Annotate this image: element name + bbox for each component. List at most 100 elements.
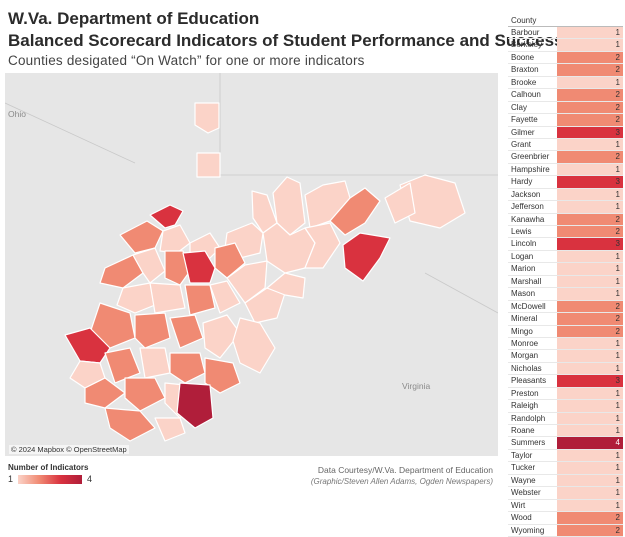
county-map[interactable]: Ohio Virginia © 2024 Mapbox © OpenStreet… [5, 73, 498, 456]
county-name: Nicholas [511, 363, 542, 373]
table-row[interactable]: Barbour 1 [508, 27, 623, 40]
table-row[interactable]: Webster 1 [508, 487, 623, 500]
indicator-count: 1 [615, 139, 620, 149]
indicator-count: 1 [615, 338, 620, 348]
county-name: Marion [511, 264, 536, 274]
table-row[interactable]: Lincoln 3 [508, 238, 623, 251]
value-cell [557, 462, 623, 474]
value-cell [557, 425, 623, 437]
table-row[interactable]: Lewis 2 [508, 226, 623, 239]
value-cell [557, 263, 623, 275]
value-cell [557, 375, 623, 387]
county-name: Randolph [511, 413, 546, 423]
county-name: Berkeley [511, 40, 543, 50]
county-name: Wayne [511, 475, 536, 485]
indicator-count: 1 [615, 426, 620, 435]
table-row[interactable]: Brooke 1 [508, 76, 623, 90]
table-row[interactable]: Monroe 1 [508, 337, 623, 351]
indicator-count: 2 [615, 152, 620, 162]
value-cell [557, 313, 623, 325]
indicator-count: 2 [615, 52, 620, 62]
table-row[interactable]: Grant 1 [508, 138, 623, 152]
value-cell [557, 64, 623, 76]
table-row[interactable]: Wyoming 2 [508, 524, 623, 537]
value-cell [557, 499, 623, 512]
table-row[interactable]: Hampshire 1 [508, 163, 623, 177]
graphic-credit: (Graphic/Steven Allen Adams, Ogden Newsp… [310, 477, 493, 486]
value-cell [557, 362, 623, 375]
legend-color-ramp [18, 475, 82, 484]
value-cell [557, 213, 623, 225]
indicator-count: 1 [615, 450, 620, 460]
county-name: Lincoln [511, 239, 537, 249]
table-row[interactable]: Raleigh 1 [508, 400, 623, 413]
table-row[interactable]: Preston 1 [508, 387, 623, 401]
indicator-count: 2 [615, 65, 620, 75]
county-map-svg [5, 73, 498, 442]
value-cell [557, 250, 623, 263]
county-table: County Barbour 1 Berkeley 1 Boone 2 Braxton 2 Br… [508, 16, 623, 537]
table-row[interactable]: Fayette 2 [508, 114, 623, 127]
indicator-count: 3 [615, 127, 620, 137]
value-cell [557, 76, 623, 89]
indicator-count: 2 [615, 314, 620, 324]
table-row[interactable]: Jackson 1 [508, 188, 623, 202]
table-row[interactable]: Mineral 2 [508, 313, 623, 326]
table-row[interactable]: Hardy 3 [508, 176, 623, 189]
indicator-count: 1 [615, 164, 620, 174]
table-row[interactable]: Wood 2 [508, 512, 623, 525]
table-row[interactable]: Gilmer 3 [508, 126, 623, 139]
county-name: Monroe [511, 338, 539, 348]
indicator-count: 1 [615, 363, 620, 373]
value-cell [557, 101, 623, 114]
county-name: Wirt [511, 500, 526, 510]
table-row[interactable]: Wirt 1 [508, 499, 623, 513]
value-cell [557, 176, 623, 188]
legend-title: Number of Indicators [8, 463, 89, 472]
table-row[interactable]: Taylor 1 [508, 449, 623, 463]
indicator-count: 2 [615, 214, 620, 224]
table-row[interactable]: Roane 1 [508, 425, 623, 438]
indicator-count: 1 [615, 77, 620, 87]
table-row[interactable]: Mingo 2 [508, 325, 623, 338]
table-row[interactable]: Marion 1 [508, 263, 623, 276]
indicator-count: 1 [615, 251, 620, 261]
value-cell [557, 138, 623, 151]
indicator-count: 1 [615, 388, 620, 398]
table-row[interactable]: McDowell 2 [508, 300, 623, 314]
table-row[interactable]: Boone 2 [508, 51, 623, 65]
indicator-count: 1 [615, 28, 620, 37]
table-row[interactable]: Jefferson 1 [508, 201, 623, 214]
county-name: Jefferson [511, 202, 544, 212]
county-rows: Barbour 1 Berkeley 1 Boone 2 Braxton 2 Brooke 1 Ca… [508, 27, 623, 537]
table-row[interactable]: Summers 4 [508, 437, 623, 450]
table-row[interactable]: Pleasants 3 [508, 375, 623, 388]
table-row[interactable]: Morgan 1 [508, 350, 623, 363]
value-cell [557, 400, 623, 412]
value-cell [557, 27, 623, 39]
table-row[interactable]: Braxton 2 [508, 64, 623, 77]
table-row[interactable]: Nicholas 1 [508, 362, 623, 376]
map-attribution[interactable]: © 2024 Mapbox © OpenStreetMap [9, 445, 129, 454]
table-row[interactable]: Calhoun 2 [508, 89, 623, 102]
table-row[interactable]: Kanawha 2 [508, 213, 623, 226]
county-name: Marshall [511, 276, 542, 286]
table-row[interactable]: Clay 2 [508, 101, 623, 115]
county-name: Mineral [511, 314, 538, 324]
table-row[interactable]: Berkeley 1 [508, 39, 623, 52]
legend-min-label: 1 [8, 474, 14, 484]
value-cell [557, 226, 623, 238]
value-cell [557, 39, 623, 51]
table-row[interactable]: Greenbrier 2 [508, 151, 623, 164]
table-row[interactable]: Marshall 1 [508, 275, 623, 289]
indicator-count: 1 [615, 40, 620, 50]
virginia-label: Virginia [402, 381, 431, 391]
table-row[interactable]: Tucker 1 [508, 462, 623, 475]
table-row[interactable]: Wayne 1 [508, 474, 623, 488]
value-cell [557, 474, 623, 487]
county-name: Greenbrier [511, 152, 550, 162]
table-row[interactable]: Logan 1 [508, 250, 623, 264]
table-row[interactable]: Randolph 1 [508, 412, 623, 425]
indicator-count: 1 [615, 351, 620, 361]
table-row[interactable]: Mason 1 [508, 288, 623, 301]
